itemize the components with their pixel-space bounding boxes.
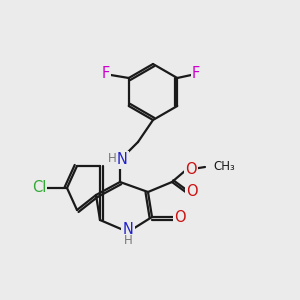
Text: F: F [102, 67, 110, 82]
Text: Cl: Cl [32, 181, 46, 196]
Text: H: H [124, 233, 132, 247]
Text: H: H [108, 152, 116, 164]
Text: O: O [186, 184, 198, 200]
Text: N: N [123, 223, 134, 238]
Text: O: O [185, 163, 197, 178]
Text: N: N [117, 152, 128, 167]
Text: F: F [192, 67, 200, 82]
Text: CH₃: CH₃ [213, 160, 235, 173]
Text: O: O [174, 209, 186, 224]
